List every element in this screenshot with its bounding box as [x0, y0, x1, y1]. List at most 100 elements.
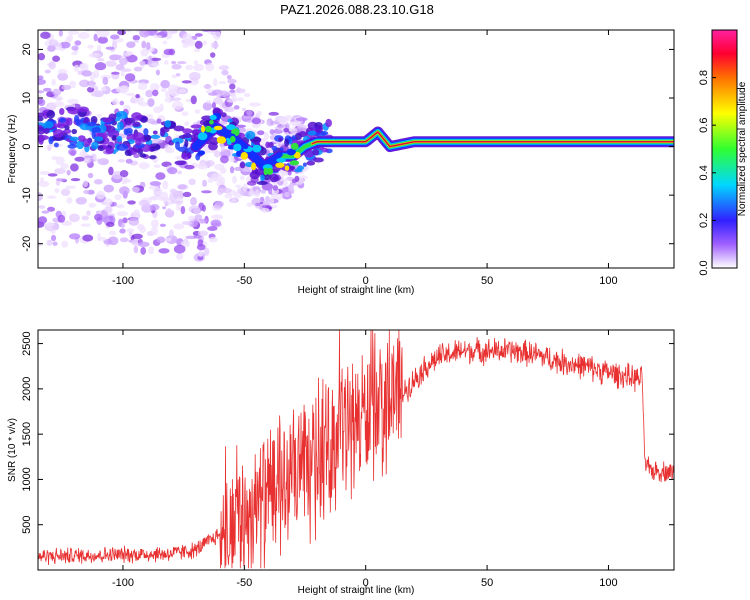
spectrogram-blob: [124, 51, 132, 57]
spectrogram-core-blob: [227, 118, 233, 123]
spectrogram-core-blob: [132, 132, 145, 141]
spectrogram-blob: [58, 30, 63, 37]
spectrogram-blob: [234, 166, 243, 172]
spectrogram-blob: [209, 52, 216, 58]
spectrogram-blob: [94, 62, 107, 71]
spectrogram-blob: [208, 21, 215, 26]
spectrogram-blob: [90, 91, 103, 97]
figure-title: PAZ1.2026.088.23.10.G18: [280, 2, 434, 17]
spectrogram-core-blob: [132, 121, 141, 128]
spectrogram-blob: [189, 197, 198, 206]
spectrogram-blob: [221, 187, 232, 194]
spectrogram-core-blob: [190, 124, 203, 129]
spectrogram-core-blob: [306, 160, 316, 166]
spectrogram-blob: [214, 163, 225, 171]
snr-y-tick-label: 2500: [21, 331, 33, 355]
spectrogram-blob: [40, 177, 45, 184]
snr-y-axis-label: SNR (10 * v/v): [7, 418, 18, 482]
spectrogram-blob: [167, 167, 178, 175]
spectrogram-blob: [77, 31, 90, 40]
spectrogram-blob: [47, 44, 56, 52]
spectrogram-blob: [120, 222, 126, 229]
spectrogram-blob: [54, 188, 60, 193]
spectrogram-blob: [61, 84, 72, 91]
spectrogram-blob: [82, 234, 94, 242]
spectrogram-blob: [203, 247, 210, 256]
spectrogram-core-blob: [59, 107, 65, 116]
spectrogram-blob: [291, 178, 297, 184]
spectrogram-blob: [121, 180, 128, 185]
spectrogram-blob: [87, 44, 94, 49]
spectrogram-blob: [110, 34, 120, 40]
spectrogram-blob: [204, 160, 215, 167]
spectrogram-blob: [67, 30, 80, 35]
spectrogram-bright-blob: [201, 125, 206, 133]
spectrogram-core-blob: [325, 118, 332, 128]
spectrogram-core-blob: [249, 170, 260, 180]
spectrogram-blob: [111, 170, 123, 180]
spectrogram-blob: [113, 54, 123, 59]
spectrogram-blob: [162, 40, 168, 45]
spectrogram-blob: [210, 42, 219, 49]
spectrogram-blob: [208, 92, 218, 96]
spectrogram-blob: [105, 221, 115, 227]
spectrogram-core-blob: [307, 130, 317, 136]
spectrogram-blob: [102, 76, 109, 86]
spectrogram-blob: [269, 129, 275, 135]
spectrogram-core-blob: [143, 134, 152, 141]
spectrogram-blob: [139, 226, 146, 234]
spectrogram-blob: [133, 209, 140, 218]
spectrogram-blob: [59, 41, 71, 49]
spectrogram-blob: [118, 57, 128, 66]
spectrogram-blob: [176, 61, 187, 65]
spectrogram-blob: [67, 98, 79, 104]
spectrogram-core-blob: [71, 128, 78, 135]
spectrogram-blob: [211, 101, 217, 109]
spectrogram-blob: [175, 72, 181, 77]
spectrogram-blob: [235, 184, 242, 189]
spectrogram-blob: [85, 18, 94, 23]
spectrogram-x-tick-label: -100: [112, 275, 134, 287]
spectrogram-x-tick-label: 100: [599, 275, 617, 287]
spectrogram-core-blob: [256, 180, 268, 186]
spectrogram-core-blob: [271, 145, 278, 151]
spectrogram-blob: [198, 250, 203, 258]
spectrogram-bright-blob: [240, 151, 248, 160]
spectrogram-blob: [69, 80, 77, 89]
spectrogram-blob: [145, 89, 154, 98]
spectrogram-core-blob: [298, 131, 307, 138]
spectrogram-blob: [131, 233, 143, 240]
spectrogram-blob: [159, 223, 166, 227]
spectrogram-core-blob: [124, 149, 131, 156]
spectrogram-blob: [229, 166, 235, 174]
spectrogram-blob: [231, 198, 237, 203]
spectrogram-blob: [86, 12, 96, 19]
spectrogram-blob: [216, 93, 222, 99]
spectrogram-blob: [68, 233, 81, 240]
spectrogram-core-blob: [175, 141, 180, 150]
spectrogram-blob: [232, 175, 237, 184]
spectrogram-core-blob: [294, 168, 303, 173]
spectrogram-core-blob: [67, 144, 77, 149]
spectrogram-core-blob: [58, 117, 66, 123]
spectrogram-bright-blob: [197, 132, 208, 141]
spectrogram-blob: [38, 52, 46, 61]
spectrogram-x-tick-label: 50: [481, 275, 493, 287]
spectrogram-blob: [85, 30, 89, 31]
spectrogram-core-blob: [86, 121, 97, 127]
spectrogram-blob: [177, 170, 183, 175]
spectrogram-blob: [182, 33, 193, 43]
spectrogram-core-blob: [152, 130, 158, 135]
spectrogram-blob: [38, 192, 43, 201]
spectrogram-blob: [52, 241, 58, 246]
spectrogram-bright-blob: [275, 162, 285, 168]
spectrogram-blob: [133, 39, 140, 43]
spectrogram-blob: [38, 242, 43, 247]
spectrogram-blob: [165, 30, 177, 32]
colorbar-gradient: [711, 29, 738, 269]
colorbar-tick-label: 0.0: [698, 260, 710, 275]
spectrogram-blob: [220, 155, 229, 164]
spectrogram-core-blob: [278, 137, 283, 142]
spectrogram-blob: [44, 223, 55, 227]
